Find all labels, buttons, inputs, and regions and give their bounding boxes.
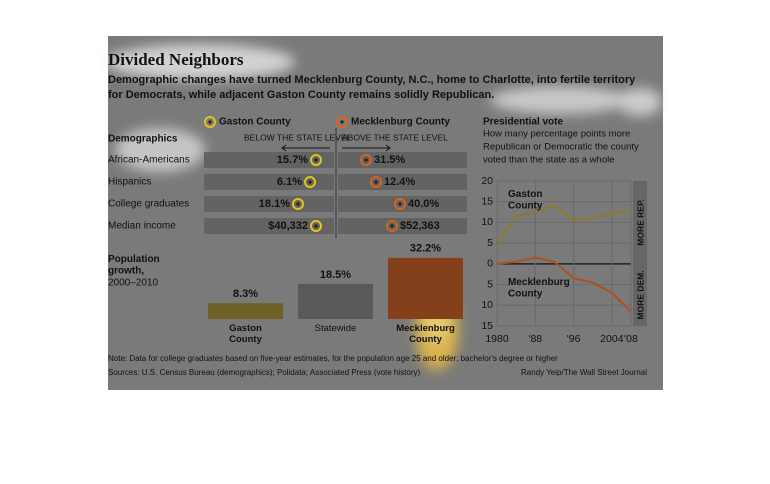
x-tick-label: '88 bbox=[528, 333, 542, 345]
dot bbox=[370, 176, 382, 188]
heat-blob bbox=[618, 88, 662, 116]
dot bbox=[394, 198, 406, 210]
dot-center bbox=[308, 180, 312, 184]
dot-center bbox=[314, 224, 318, 228]
dot-center bbox=[390, 224, 394, 228]
row-band bbox=[204, 174, 334, 190]
dot bbox=[304, 176, 316, 188]
side-label: MORE REP. bbox=[635, 199, 645, 246]
arrow-right bbox=[342, 144, 391, 152]
dot bbox=[310, 154, 322, 166]
above-label: ABOVE THE STATE LEVEL bbox=[342, 132, 448, 142]
dot-center bbox=[374, 180, 378, 184]
row-label: College graduates bbox=[108, 199, 189, 210]
dot-center bbox=[364, 158, 368, 162]
value-label: 15.7% bbox=[277, 154, 308, 166]
row-label: African-Americans bbox=[108, 155, 190, 166]
note: Note: Data for college graduates based o… bbox=[108, 354, 558, 363]
line-subtitle: How many percentage points more bbox=[483, 129, 630, 140]
side-band bbox=[633, 181, 647, 326]
dot-center bbox=[314, 158, 318, 162]
x-tick-label: 2004 bbox=[600, 333, 624, 345]
subtitle-line: Demographic changes have turned Mecklenb… bbox=[108, 74, 636, 86]
legend-swatch bbox=[204, 116, 216, 128]
line-series bbox=[496, 204, 632, 244]
y-tick-label: 10 bbox=[481, 299, 493, 311]
y-tick-label: 0 bbox=[487, 258, 493, 270]
below-label: BELOW THE STATE LEVEL bbox=[244, 132, 351, 142]
value-label: $52,363 bbox=[400, 220, 440, 232]
bar-category: Statewide bbox=[315, 323, 357, 334]
value-label: 31.5% bbox=[374, 154, 405, 166]
side-label: MORE DEM. bbox=[635, 270, 645, 319]
dot-center bbox=[398, 202, 402, 206]
series-label: Gaston County bbox=[508, 189, 543, 212]
line-subtitle: voted than the state as a whole bbox=[483, 155, 615, 166]
value-label: $40,332 bbox=[268, 220, 308, 232]
row-band bbox=[338, 174, 467, 190]
line-title: Presidential vote bbox=[483, 117, 563, 128]
y-tick-label: 10 bbox=[481, 216, 493, 228]
row-band bbox=[338, 218, 467, 234]
x-tick-label: '96 bbox=[567, 333, 581, 345]
x-tick-label: 1980 bbox=[485, 333, 509, 345]
value-label: 18.1% bbox=[259, 198, 290, 210]
credit: Randy Yeip/The Wall Street Journal bbox=[521, 368, 647, 377]
bar-value-label: 18.5% bbox=[320, 269, 351, 281]
value-label: 40.0% bbox=[408, 198, 439, 210]
heat-blob bbox=[105, 44, 295, 80]
legend-swatch-center bbox=[208, 120, 212, 124]
row-band bbox=[204, 218, 334, 234]
row-label: Median income bbox=[108, 221, 176, 232]
heat-blob bbox=[115, 128, 205, 172]
dot bbox=[386, 220, 398, 232]
arrow-left bbox=[281, 144, 330, 152]
y-tick-label: 15 bbox=[481, 320, 493, 332]
dot bbox=[292, 198, 304, 210]
row-band bbox=[204, 152, 334, 168]
bar-category: Gaston County bbox=[229, 323, 262, 345]
y-tick-label: 15 bbox=[481, 195, 493, 207]
row-label: Hispanics bbox=[108, 177, 151, 188]
row-band bbox=[338, 196, 467, 212]
sources: Sources: U.S. Census Bureau (demographic… bbox=[108, 368, 420, 377]
row-header: Demographics bbox=[108, 134, 178, 145]
series-label: Mecklenburg County bbox=[508, 277, 570, 300]
title: Divided Neighbors bbox=[108, 50, 244, 69]
y-tick-label: 20 bbox=[481, 175, 493, 187]
value-label: 12.4% bbox=[384, 176, 415, 188]
dot-center bbox=[296, 202, 300, 206]
legend-label: Mecklenburg County bbox=[351, 117, 450, 128]
line-series bbox=[496, 256, 632, 313]
bar bbox=[208, 303, 283, 319]
line-subtitle: Republican or Democratic the county bbox=[483, 142, 639, 153]
y-tick-label: 5 bbox=[487, 278, 493, 290]
legend-swatch-center bbox=[340, 120, 344, 124]
bar bbox=[388, 257, 463, 319]
bar-title: Population growth, bbox=[108, 254, 160, 277]
bar-value-label: 32.2% bbox=[410, 243, 441, 255]
subtitle-line: for Democrats, while adjacent Gaston Cou… bbox=[108, 89, 494, 101]
bar-subtitle: 2000–2010 bbox=[108, 278, 158, 289]
x-tick-label: '08 bbox=[624, 333, 638, 345]
value-label: 6.1% bbox=[277, 176, 302, 188]
y-tick-label: 5 bbox=[487, 237, 493, 249]
legend-swatch bbox=[336, 116, 348, 128]
dot bbox=[360, 154, 372, 166]
bar-value-label: 8.3% bbox=[233, 288, 258, 300]
dot bbox=[310, 220, 322, 232]
bar-category: Mecklenburg County bbox=[396, 323, 455, 345]
legend-label: Gaston County bbox=[219, 117, 291, 128]
bar bbox=[298, 283, 373, 319]
heat-blob bbox=[490, 86, 630, 114]
